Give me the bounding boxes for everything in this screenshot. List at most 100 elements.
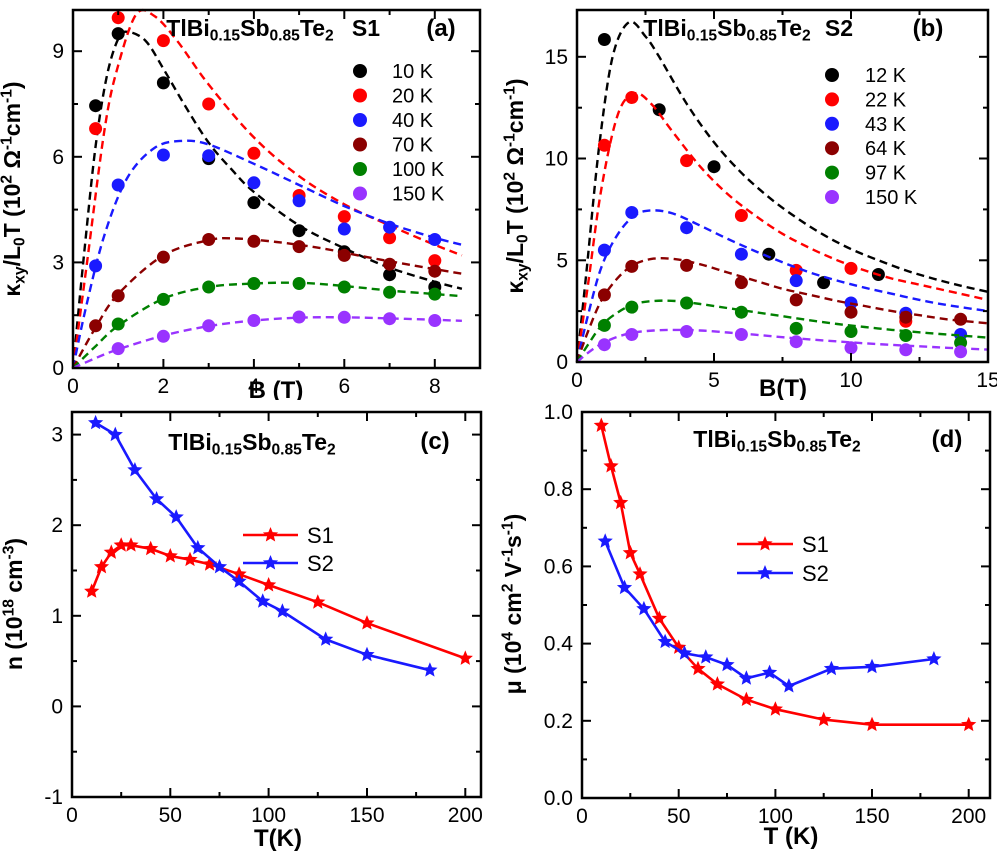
data-point [781, 678, 797, 693]
markers-150-k [111, 310, 442, 356]
panel-b-letter: (b) [913, 15, 944, 42]
data-point [789, 321, 803, 335]
legend-label: S2 [802, 561, 829, 586]
legend-marker-icon [353, 88, 367, 103]
x-tick-label: 150 [349, 804, 384, 827]
panel-c-series-s2 [88, 414, 438, 677]
y-tick-label: 9 [52, 40, 64, 63]
legend-label: 40 K [392, 110, 434, 132]
legend-entry-97-k: 97 K [825, 163, 907, 185]
legend-entry-150-k: 150 K [825, 187, 918, 209]
data-point [844, 325, 858, 338]
legend-marker-icon [353, 113, 367, 127]
data-point [143, 540, 159, 556]
fit-curve-70-k [71, 236, 463, 369]
legend-marker-icon [825, 141, 839, 156]
legend-label: 20 K [392, 86, 434, 108]
legend-entry-40-k: 40 K [353, 110, 434, 132]
fit-curve-22-k [575, 91, 989, 363]
data-point [680, 258, 694, 272]
data-point [93, 558, 110, 574]
data-point [274, 603, 290, 618]
fit-curve-12-k [575, 20, 989, 363]
legend-entry-64-k: 64 K [825, 138, 907, 160]
legend-label: S1 [307, 523, 334, 548]
y-tick-label: 0 [51, 695, 63, 718]
legend-marker-icon [825, 92, 839, 107]
data-point [428, 264, 442, 278]
data-point [899, 329, 913, 342]
y-tick-label: 0 [52, 357, 64, 380]
panel-b-axes: 0 5 10 15 0 5 10 15 [545, 8, 997, 392]
data-point [310, 594, 326, 609]
legend-marker-icon [353, 64, 367, 78]
data-point [734, 247, 748, 261]
y-tick-label: 10 [545, 148, 568, 171]
data-point [613, 494, 629, 510]
data-point [383, 285, 397, 299]
data-point [111, 11, 125, 25]
data-point [597, 533, 613, 548]
legend-entry-s1: S1 [737, 532, 829, 557]
data-point [680, 296, 694, 310]
data-point [657, 633, 673, 649]
data-point [698, 649, 714, 664]
panel-a-y-axis-label: κxy/L0T (102 Ω-1cm-1) [0, 81, 29, 296]
panel-a-axes: 0 2 4 6 8 0 3 6 9 [52, 8, 482, 398]
data-point [636, 600, 652, 616]
x-tick-label: 0 [66, 804, 78, 827]
markers-s1 [593, 417, 977, 732]
data-point [202, 97, 216, 111]
legend-marker-icon [825, 190, 839, 204]
markers-150-k [597, 325, 968, 359]
data-point [292, 310, 306, 324]
data-point [864, 716, 880, 732]
fit-curve-100-k [72, 281, 463, 369]
x-tick-label: 200 [448, 804, 483, 827]
legend-label: S2 [307, 551, 334, 576]
data-point [625, 91, 639, 104]
data-point [899, 343, 913, 357]
panel-d-axes: 0 50 100 150 200 0.0 0.2 0.4 0.6 0.8 1.0 [544, 401, 992, 828]
data-point [190, 539, 206, 555]
panel-a-series-150-k [72, 310, 462, 370]
data-point [231, 573, 247, 588]
data-point [597, 243, 611, 257]
data-point [337, 222, 351, 236]
legend-marker-icon [262, 527, 279, 542]
data-point [597, 338, 611, 352]
panel-b-y-axis-label: κxy/L0T (102 Ω-1cm-1) [501, 78, 531, 293]
data-point [247, 234, 261, 248]
legend-label: 70 K [392, 135, 434, 157]
data-point [292, 240, 306, 254]
legend-label: 100 K [392, 159, 445, 181]
data-point [156, 76, 170, 90]
legend-marker-icon [825, 116, 839, 131]
data-point [844, 305, 858, 319]
data-point [255, 593, 271, 608]
x-tick-label: 2 [158, 375, 170, 398]
legend-label: 43 K [865, 114, 907, 136]
panel-c-letter: (c) [420, 428, 449, 455]
legend-label: 22 K [865, 89, 907, 111]
data-point [156, 148, 170, 162]
data-point [816, 711, 832, 727]
data-point [383, 220, 397, 234]
data-point [961, 716, 977, 732]
panel-b-chart: 0 5 10 15 0 5 10 15 B(T) κxy/L0T (102 Ω-1cm-1) TlB… [497, 0, 997, 400]
data-point [182, 551, 198, 567]
data-point [652, 103, 666, 117]
legend-marker-icon [353, 162, 367, 176]
panel-b-sample-label: S2 [825, 15, 853, 41]
x-tick-label: 0 [571, 369, 583, 392]
fit-curve-40-k [71, 139, 463, 369]
panel-d-background [497, 400, 997, 855]
data-point [247, 196, 261, 210]
data-point [625, 328, 639, 341]
data-point [202, 319, 216, 333]
data-point [318, 631, 334, 646]
x-tick-label: 10 [839, 369, 862, 392]
markers-97-k [597, 296, 968, 350]
